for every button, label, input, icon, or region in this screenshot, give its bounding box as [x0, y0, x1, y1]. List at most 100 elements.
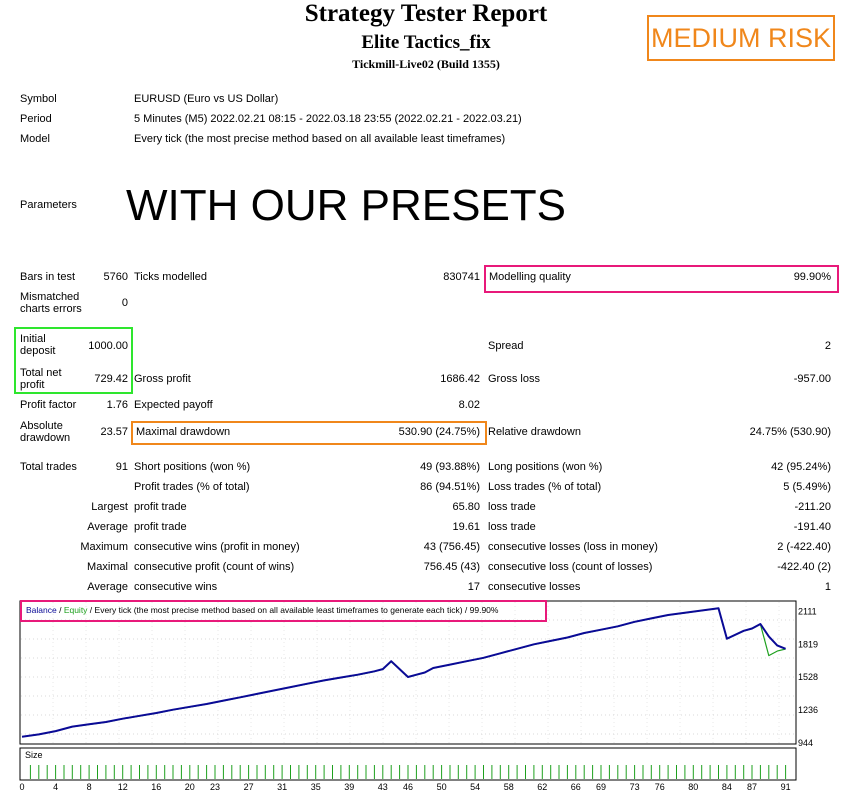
- x-tick-label: 46: [403, 782, 413, 792]
- losstrades-value: 5 (5.49%): [783, 481, 831, 493]
- avg-losses-value: 1: [824, 581, 831, 593]
- x-tick-label: 12: [118, 782, 128, 792]
- chart-y-ticks: 2111 1819 1528 1236 944: [798, 607, 818, 749]
- deposit-profit-highlight: [14, 327, 133, 394]
- spread-value: 2: [824, 340, 831, 352]
- risk-badge: MEDIUM RISK: [647, 15, 835, 61]
- size-label: Size: [25, 750, 43, 760]
- mismatch-value: 0: [121, 297, 128, 309]
- legend-highlight: [20, 600, 547, 622]
- quality-label: Modelling quality: [489, 271, 571, 283]
- average-profit-label: profit trade: [134, 521, 187, 533]
- profittrades-label: Profit trades (% of total): [134, 481, 250, 493]
- maximal-profit-value: 756.45 (43): [423, 561, 480, 573]
- period-value: 5 Minutes (M5) 2022.02.21 08:15 - 2022.0…: [134, 113, 522, 125]
- mismatch-label: Mismatched charts errors: [20, 291, 82, 315]
- netprofit-label: Total net profit: [20, 367, 62, 391]
- model-value: Every tick (the most precise method base…: [134, 133, 506, 145]
- avg-wins-value: 17: [467, 581, 480, 593]
- x-tick-label: 4: [53, 782, 58, 792]
- x-tick-label: 87: [747, 782, 757, 792]
- payoff-label: Expected payoff: [134, 399, 213, 411]
- average-loss-label: loss trade: [488, 521, 536, 533]
- x-tick-label: 0: [19, 782, 24, 792]
- x-tick-label: 58: [504, 782, 514, 792]
- x-tick-label: 66: [571, 782, 581, 792]
- maxdd-highlight: [131, 421, 487, 445]
- legend-sep: /: [57, 605, 64, 615]
- deposit-value: 1000.00: [88, 340, 128, 352]
- x-tick-label: 27: [244, 782, 254, 792]
- largest-label: Largest: [91, 501, 128, 513]
- y-tick-label: 1819: [798, 639, 818, 649]
- average-profit-value: 19.61: [452, 521, 480, 533]
- maximal-profit-label: consecutive profit (count of wins): [134, 561, 295, 573]
- y-tick-label: 1528: [798, 672, 818, 682]
- legend-rest: / Every tick (the most precise method ba…: [87, 605, 498, 615]
- x-tick-label: 84: [722, 782, 732, 792]
- x-tick-label: 54: [470, 782, 480, 792]
- symbol-label: Symbol: [20, 93, 57, 105]
- maximal-loss-label: consecutive loss (count of losses): [488, 561, 653, 573]
- presets-text: WITH OUR PRESETS: [126, 181, 567, 230]
- y-tick-label: 944: [798, 738, 813, 748]
- long-label: Long positions (won %): [488, 461, 603, 473]
- x-tick-label: 80: [688, 782, 698, 792]
- legend-equity: Equity: [64, 605, 88, 615]
- losstrades-label: Loss trades (% of total): [488, 481, 602, 493]
- period-label: Period: [20, 113, 52, 125]
- x-tick-label: 35: [311, 782, 321, 792]
- x-tick-label: 91: [781, 782, 791, 792]
- x-tick-label: 50: [437, 782, 447, 792]
- max-wins-value: 43 (756.45): [423, 541, 480, 553]
- pf-value: 1.76: [106, 399, 128, 411]
- report-title: Strategy Tester Report: [304, 0, 548, 27]
- grossprofit-label: Gross profit: [134, 373, 191, 385]
- grossprofit-value: 1686.42: [440, 373, 480, 385]
- max-wins-label: consecutive wins (profit in money): [134, 541, 300, 553]
- size-bars: [29, 765, 787, 779]
- chart-legend: Balance / Equity / Every tick (the most …: [26, 605, 499, 615]
- maximal-label: Maximal: [87, 561, 128, 573]
- symbol-value: EURUSD (Euro vs US Dollar): [134, 93, 279, 105]
- ticks-label: Ticks modelled: [134, 271, 207, 283]
- x-tick-label: 76: [655, 782, 665, 792]
- largest-profit-label: profit trade: [134, 501, 187, 513]
- x-tick-label: 20: [185, 782, 195, 792]
- grossloss-label: Gross loss: [488, 373, 540, 385]
- quality-value: 99.90%: [793, 271, 831, 283]
- model-label: Model: [20, 133, 50, 145]
- y-tick-label: 1236: [798, 705, 818, 715]
- long-value: 42 (95.24%): [771, 461, 831, 473]
- largest-profit-value: 65.80: [452, 501, 480, 513]
- largest-loss-value: -211.20: [794, 501, 832, 513]
- ea-name: Elite Tactics_fix: [361, 32, 491, 53]
- reldd-value: 24.75% (530.90): [749, 426, 831, 438]
- maximal-loss-value: -422.40 (2): [777, 561, 831, 573]
- largest-loss-label: loss trade: [488, 501, 536, 513]
- trades-value: 91: [115, 461, 128, 473]
- x-tick-label: 39: [344, 782, 354, 792]
- ticks-value: 830741: [443, 271, 480, 283]
- absdd-label: Absolute drawdown: [20, 420, 71, 444]
- bars-value: 5760: [103, 271, 128, 283]
- spread-label: Spread: [488, 340, 524, 352]
- max-losses-value: 2 (-422.40): [777, 541, 831, 553]
- trades-label: Total trades: [20, 461, 77, 473]
- balance-chart: Size 2111 1819 1528 1236 944 0 4 8 12 16 20 23 27 31…: [19, 600, 818, 792]
- short-label: Short positions (won %): [134, 461, 251, 473]
- quality-highlight: [484, 265, 839, 293]
- maxdd-value: 530.90 (24.75%): [398, 426, 480, 438]
- x-tick-label: 69: [596, 782, 606, 792]
- grossloss-value: -957.00: [793, 373, 831, 385]
- bars-label: Bars in test: [20, 271, 76, 283]
- avg-losses-label: consecutive losses: [488, 581, 581, 593]
- payoff-value: 8.02: [458, 399, 480, 411]
- y-tick-label: 2111: [798, 607, 817, 617]
- x-tick-label: 62: [537, 782, 547, 792]
- profittrades-value: 86 (94.51%): [420, 481, 480, 493]
- short-value: 49 (93.88%): [420, 461, 480, 473]
- chart-series: [21, 607, 786, 738]
- x-tick-label: 8: [87, 782, 92, 792]
- pf-label: Profit factor: [20, 399, 77, 411]
